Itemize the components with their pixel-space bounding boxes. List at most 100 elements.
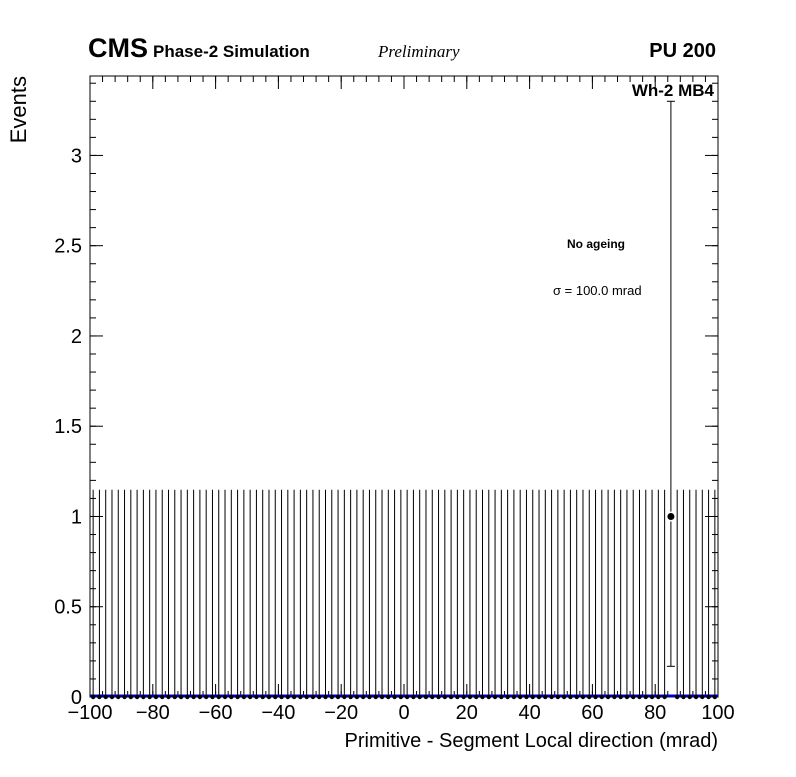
x-tick-label: 100 [701, 702, 734, 724]
zero-bin-marker [335, 694, 341, 700]
zero-bin-marker [706, 694, 711, 700]
zero-bin-marker [285, 694, 291, 700]
zero-bin-marker [561, 694, 567, 700]
zero-bin-marker [373, 694, 378, 700]
zero-bin-marker [141, 694, 146, 700]
x-tick-label: 60 [581, 702, 603, 724]
zero-bin-marker [662, 694, 667, 700]
y-tick-label: 1.5 [54, 416, 82, 438]
zero-bin-marker [480, 694, 485, 700]
zero-bin-marker [492, 694, 498, 700]
zero-bin-marker [298, 694, 303, 700]
zero-bin-marker [392, 694, 397, 700]
zero-bin-marker [191, 694, 196, 700]
zero-bin-marker [153, 694, 159, 700]
plot-geometry: −100 −80 −60 −40 −20 0 20 40 60 80 100 0 0.5 1 1.5 2 2.5… [54, 75, 735, 724]
pileup-label: PU 200 [649, 40, 716, 62]
zero-bin-marker [536, 694, 542, 700]
zero-bin-marker [342, 694, 347, 700]
zero-bin-marker [417, 694, 422, 700]
zero-bin-marker [348, 694, 353, 700]
zero-bin-marker [210, 694, 215, 700]
x-tick-label: 20 [456, 702, 478, 724]
zero-bin-marker [486, 694, 491, 700]
zero-bin-marker [103, 694, 108, 700]
x-axis-title: Primitive - Segment Local direction (mra… [345, 730, 718, 752]
zero-bin-marker [398, 694, 404, 700]
zero-bin-marker [360, 694, 366, 700]
zero-bin-marker [90, 694, 96, 700]
zero-bin-marker [530, 694, 535, 700]
zero-bin-marker [178, 694, 184, 700]
zero-bin-marker [404, 694, 410, 700]
zero-bin-marker [448, 694, 454, 700]
x-tick-label: 0 [398, 702, 409, 724]
zero-bin-marker [379, 694, 385, 700]
zero-bin-marker [411, 694, 416, 700]
x-tick-label: 40 [518, 702, 540, 724]
plot-frame [89, 75, 719, 698]
zero-bin-marker [599, 694, 605, 700]
y-tick-label: 2 [71, 326, 82, 348]
zero-bin-marker [166, 694, 171, 700]
zero-bin-marker [329, 694, 334, 700]
zero-bin-marker [499, 694, 504, 700]
zero-bin-marker [568, 694, 573, 700]
zero-bin-marker [310, 694, 316, 700]
zero-bin-marker [580, 694, 586, 700]
zero-bin-marker [693, 694, 699, 700]
zero-bin-marker [612, 694, 617, 700]
zero-bin-marker [605, 694, 611, 700]
data-point-marker [667, 512, 675, 520]
zero-bin-marker [549, 694, 554, 700]
y-tick-label: 1 [71, 506, 82, 528]
zero-bin-marker [160, 694, 165, 700]
zero-bin-marker [700, 694, 705, 700]
zero-bin-marker [304, 694, 309, 700]
zero-bin-marker [517, 694, 523, 700]
zero-bin-marker [474, 694, 479, 700]
zero-bin-marker [618, 694, 623, 700]
zero-bin-marker [637, 694, 642, 700]
zero-bin-marker [574, 694, 579, 700]
zero-bin-marker [116, 694, 121, 700]
zero-bin-marker [555, 694, 561, 700]
x-tick-label: 80 [644, 702, 666, 724]
y-axis-title: Events [6, 76, 31, 143]
zero-bin-marker [643, 694, 648, 700]
zero-bin-marker [260, 694, 265, 700]
zero-bin-marker [524, 694, 529, 700]
zero-bin-marker [147, 694, 152, 700]
zero-bin-marker [323, 694, 328, 700]
zero-bin-marker [279, 694, 284, 700]
y-tick-label: 3 [71, 145, 82, 167]
zero-bin-marker [97, 694, 102, 700]
zero-bin-marker [222, 694, 228, 700]
zero-bin-marker [455, 694, 460, 700]
zero-bin-marker [593, 694, 598, 700]
zero-bin-marker [631, 694, 636, 700]
legend-no-ageing: No ageing [567, 237, 625, 251]
zero-bin-marker [423, 694, 429, 700]
zero-bin-marker [681, 694, 686, 700]
zero-bin-marker [436, 694, 441, 700]
zero-bin-marker [367, 694, 372, 700]
y-tick-label: 2.5 [54, 236, 82, 258]
zero-bin-marker [386, 694, 391, 700]
x-tick-label: −20 [324, 702, 358, 724]
zero-bin-marker [185, 694, 190, 700]
zero-bin-marker [649, 694, 655, 700]
x-tick-label: −80 [136, 702, 170, 724]
x-tick-label: −40 [261, 702, 295, 724]
zero-bin-marker [430, 694, 435, 700]
zero-bin-marker [134, 694, 140, 700]
zero-bin-marker [109, 694, 115, 700]
simulation-subtitle: Phase-2 Simulation [153, 42, 310, 61]
zero-bin-marker [587, 694, 592, 700]
zero-bin-marker [273, 694, 278, 700]
zero-bin-marker [235, 694, 240, 700]
zero-bin-marker [172, 694, 177, 700]
zero-bin-marker [317, 694, 322, 700]
zero-bin-marker [461, 694, 466, 700]
